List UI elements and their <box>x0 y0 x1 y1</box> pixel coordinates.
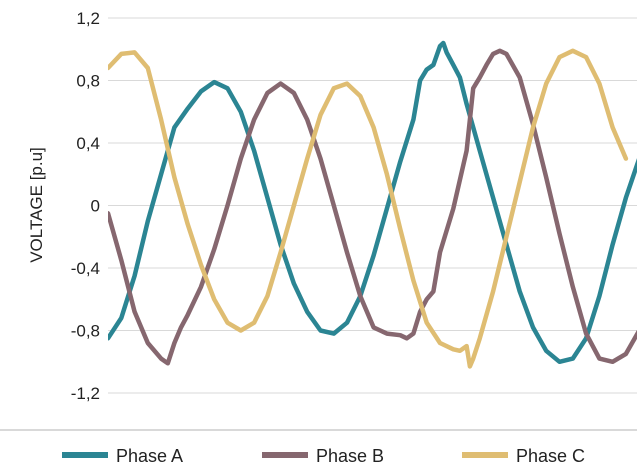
y-tick-label: -0,8 <box>71 322 100 341</box>
y-tick-label: 0,8 <box>76 72 100 91</box>
series-line-phase-c <box>108 48 629 369</box>
legend-label: Phase C <box>516 446 585 466</box>
legend: Phase A Phase B Phase C <box>62 446 585 466</box>
series-line-phase-a <box>108 40 637 365</box>
series-lines <box>108 40 637 369</box>
y-tick-labels: 1,2 0,8 0,4 0 -0,4 -0,8 -1,2 <box>71 9 100 403</box>
grid <box>108 17 637 394</box>
y-tick-label: 1,2 <box>76 9 100 28</box>
y-tick-label: -1,2 <box>71 384 100 403</box>
series-line-phase-b <box>108 48 637 366</box>
y-tick-label: 0,4 <box>76 134 100 153</box>
legend-label: Phase B <box>316 446 384 466</box>
legend-label: Phase A <box>116 446 183 466</box>
y-axis-title: VOLTAGE [p.u] <box>27 147 46 263</box>
y-tick-label: 0 <box>91 197 100 216</box>
y-tick-label: -0,4 <box>71 259 100 278</box>
